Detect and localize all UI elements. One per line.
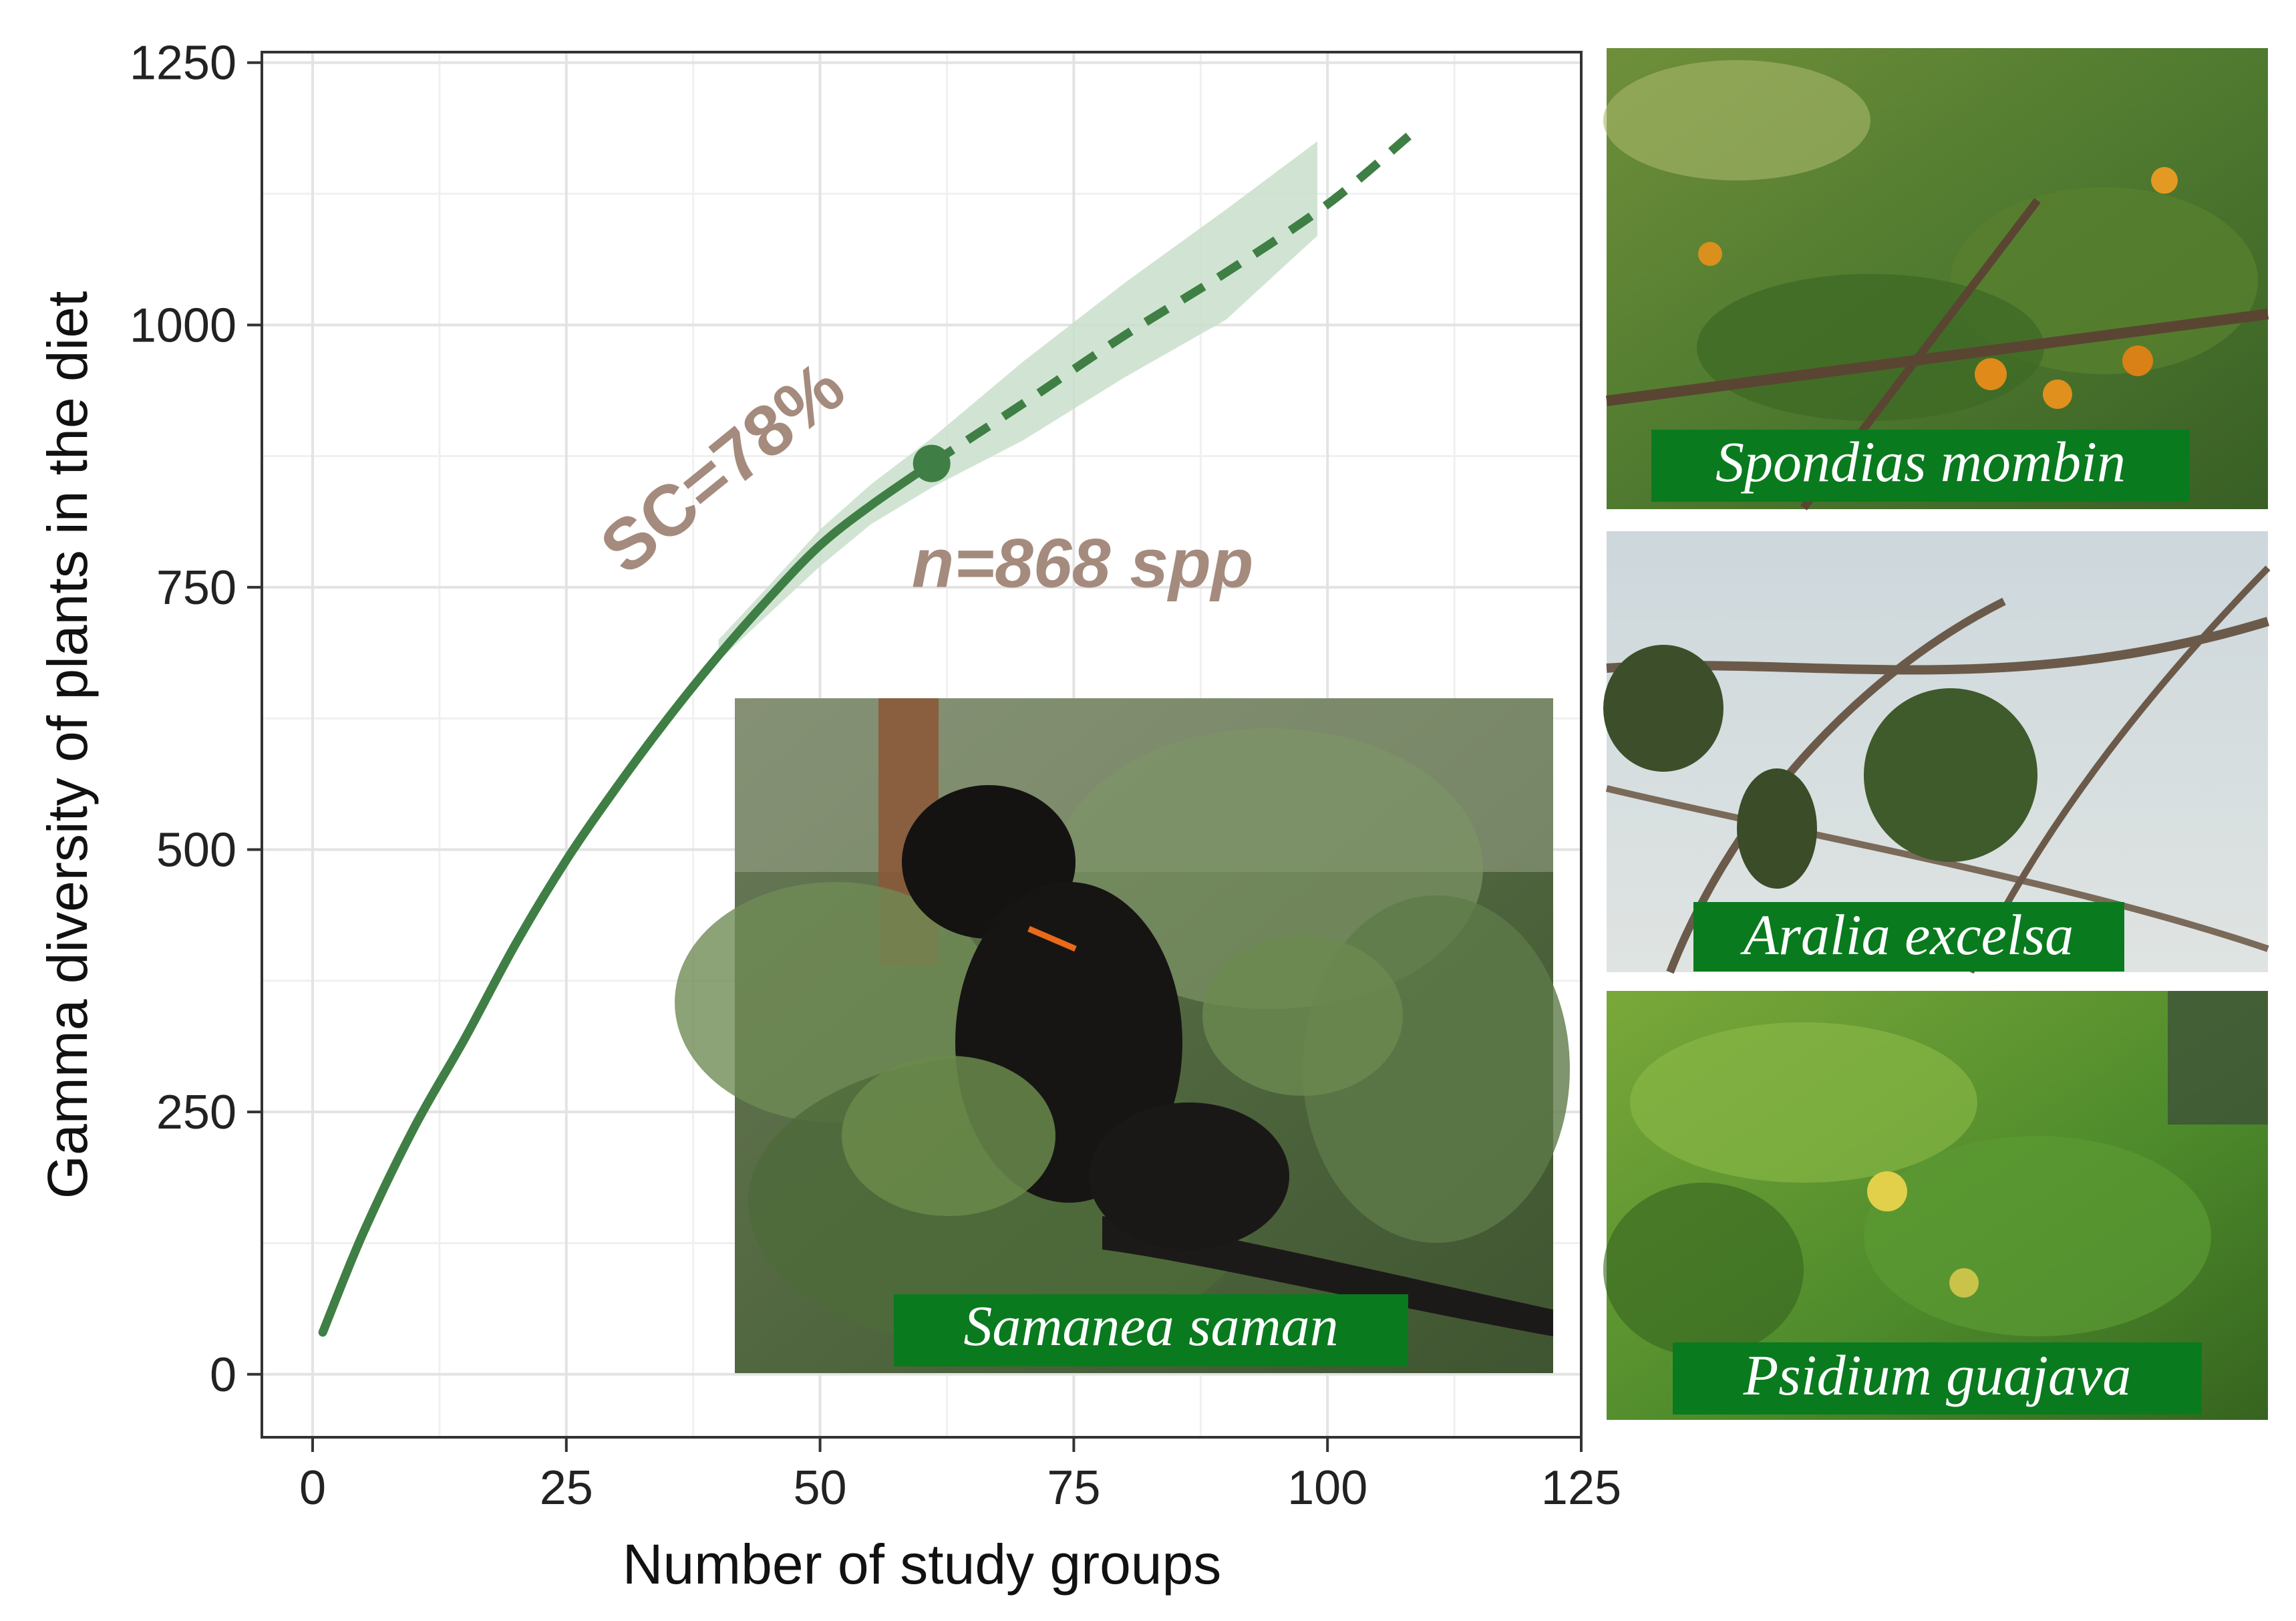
x-tick-label: 75 <box>1047 1461 1100 1515</box>
series-line-observed <box>318 459 937 1337</box>
y-tick-label: 500 <box>156 824 236 877</box>
x-tick-label: 125 <box>1541 1461 1621 1515</box>
x-tick-label: 100 <box>1287 1461 1367 1515</box>
y-tick-label: 0 <box>210 1348 236 1402</box>
annotation-count: n=868 spp <box>912 525 1254 603</box>
plot-frame <box>261 51 1583 1439</box>
confidence-band <box>718 141 1317 661</box>
photo-psidium: Psidium guajava <box>1603 991 2268 1420</box>
inset-photo-samanea: Samanea saman <box>675 698 1570 1373</box>
highlight-point <box>913 444 951 482</box>
y-tick-label: 750 <box>156 561 236 615</box>
y-tick-label: 1000 <box>130 299 236 352</box>
photo-aralia: Aralia excelsa <box>1603 531 2271 974</box>
photo-label-spondias: Spondias mombin <box>1715 430 2126 494</box>
x-tick-label: 25 <box>540 1461 593 1515</box>
y-tick-label: 1250 <box>130 37 236 90</box>
y-axis-ticks: 0 250 500 750 1000 1250 <box>130 37 262 1402</box>
x-tick-label: 0 <box>299 1461 326 1515</box>
y-axis-title: Gamma diversity of plants in the diet <box>36 291 99 1199</box>
x-tick-label: 50 <box>794 1461 847 1515</box>
photo-label-aralia: Aralia excelsa <box>1740 903 2074 967</box>
photo-label-samanea: Samanea saman <box>963 1294 1338 1358</box>
photo-label-psidium: Psidium guajava <box>1743 1343 2131 1407</box>
y-tick-label: 250 <box>156 1086 236 1139</box>
series-line-extrapolated <box>929 132 1412 468</box>
x-axis-title: Number of study groups <box>623 1533 1221 1596</box>
photo-spondias: Spondias mombin <box>1603 48 2269 510</box>
x-axis-ticks: 0 25 50 75 100 125 <box>299 1437 1621 1515</box>
